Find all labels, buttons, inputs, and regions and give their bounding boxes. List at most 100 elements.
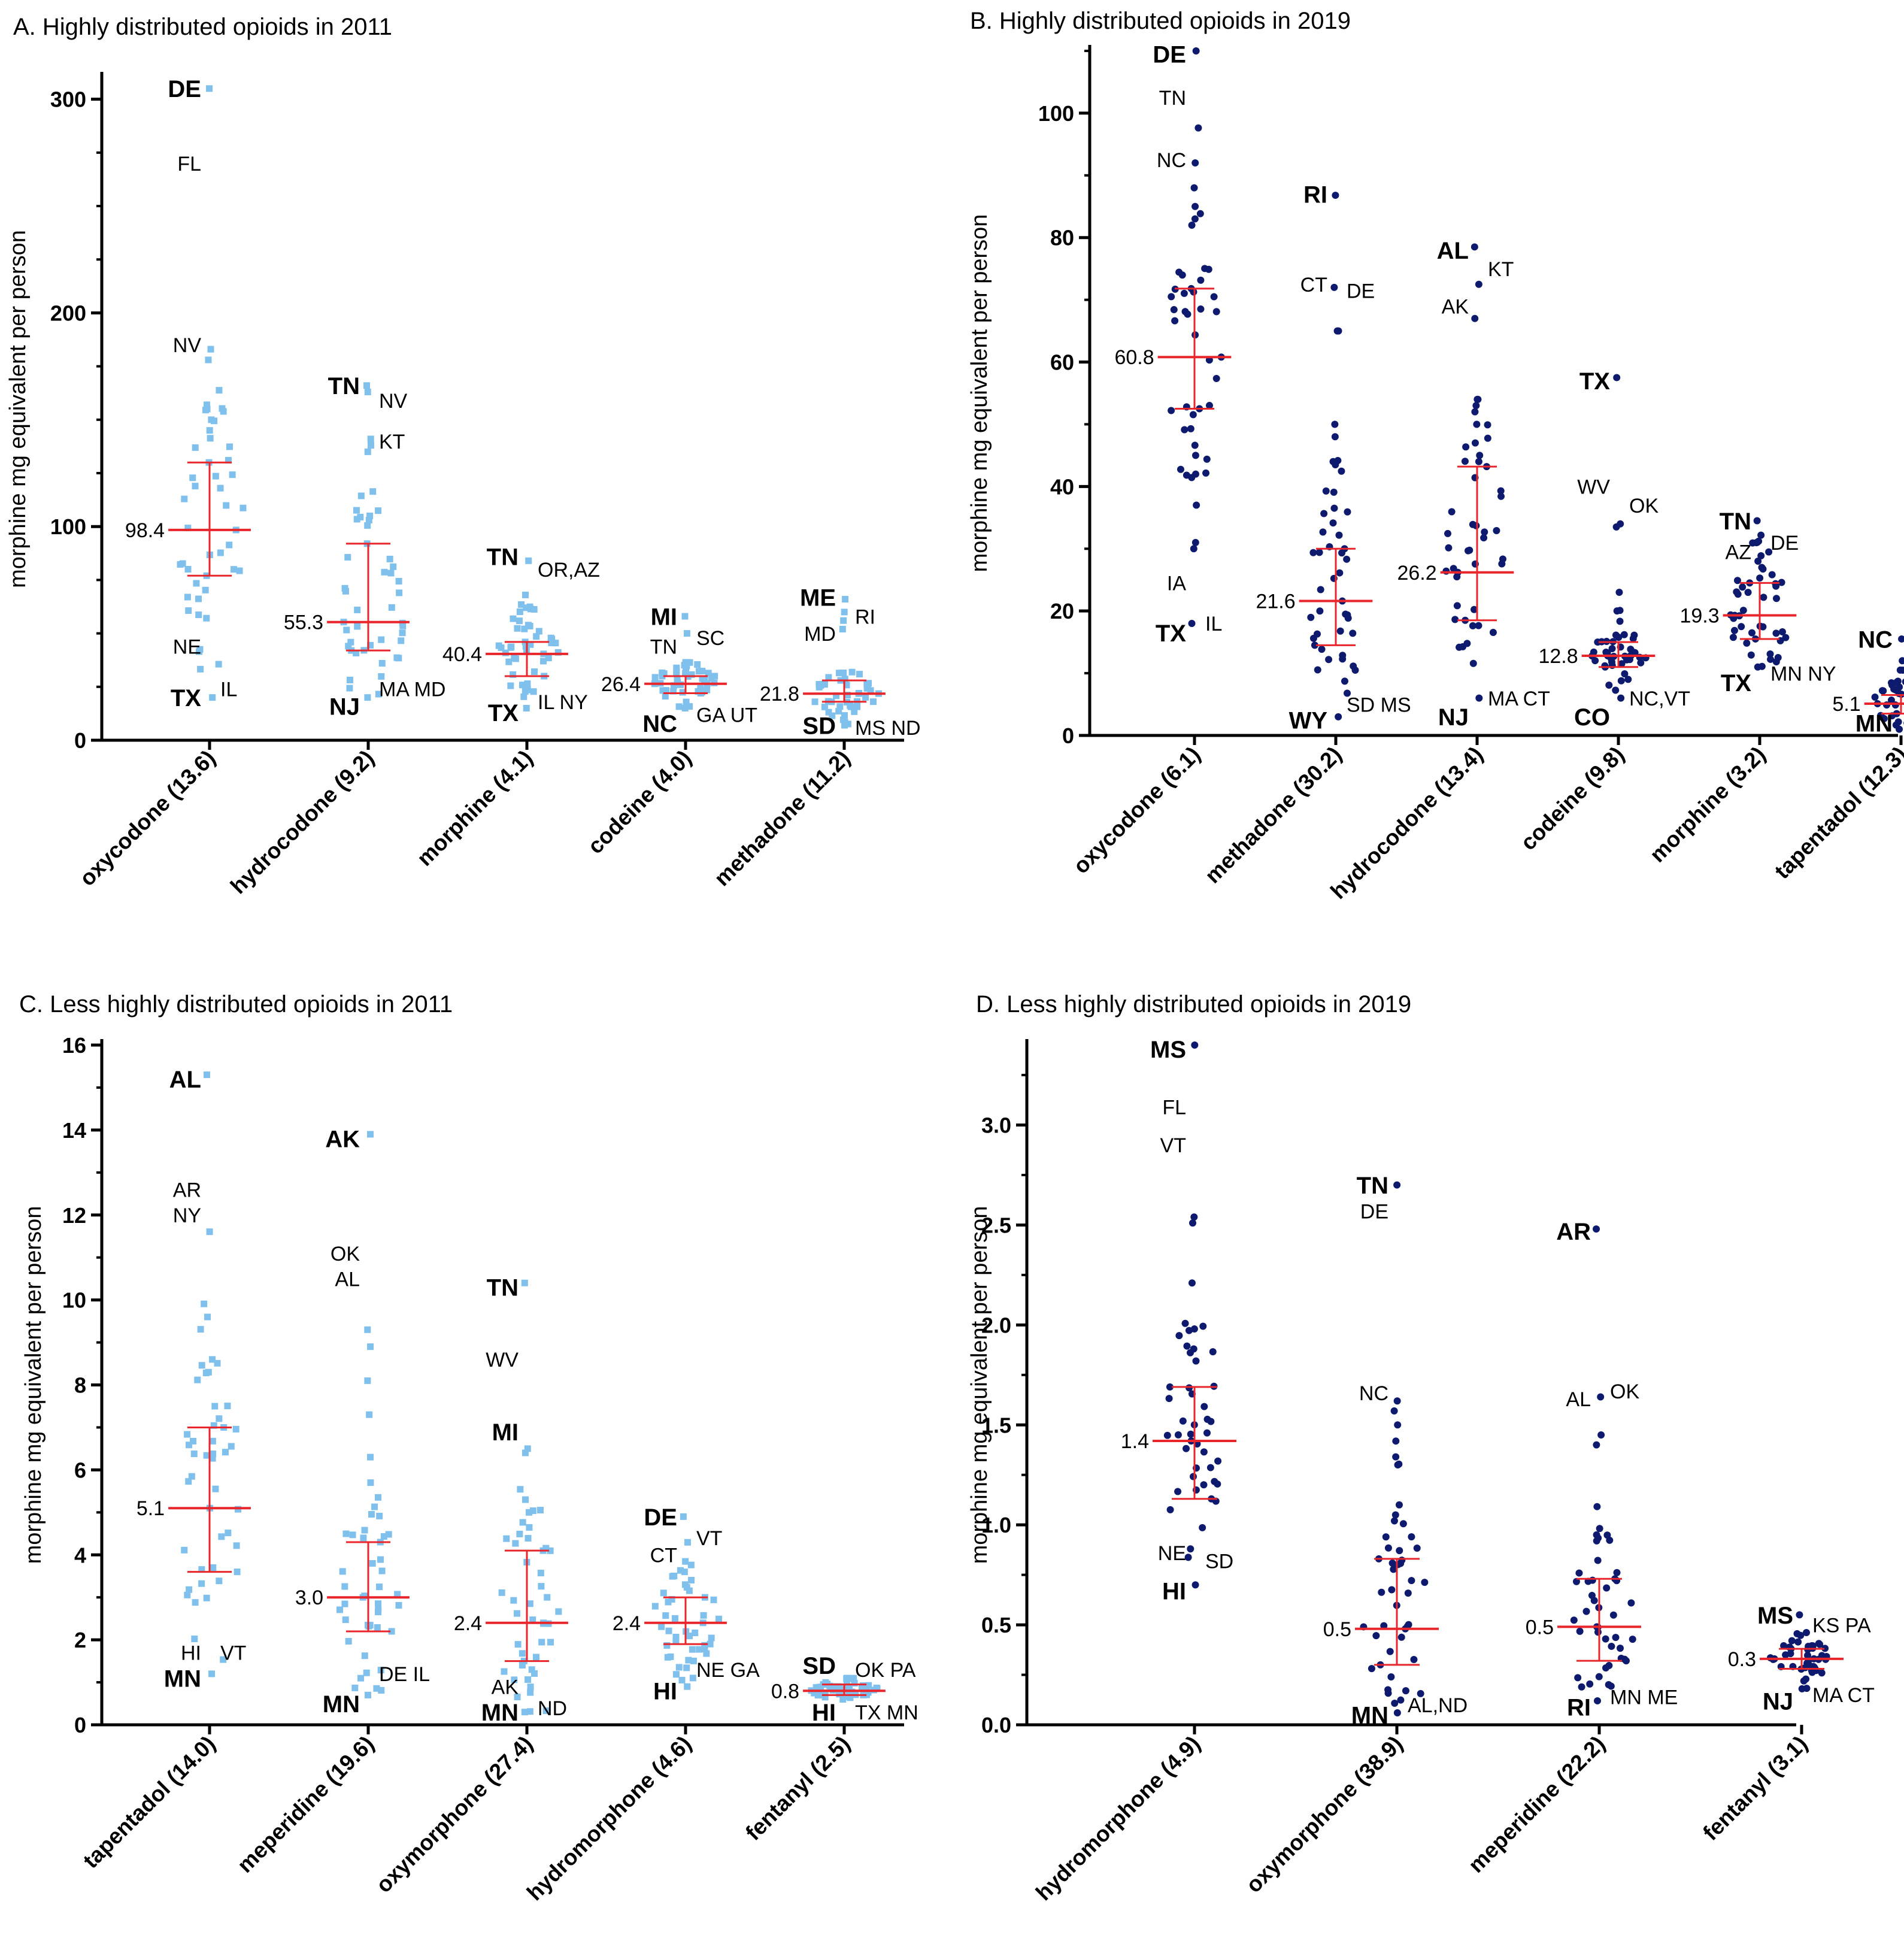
data-point: [390, 563, 397, 570]
data-point: [821, 1689, 829, 1697]
group-2: oxymorphone (27.4) 2.4 TN WV MI AK ND MN: [371, 1275, 568, 1898]
data-point: [378, 673, 385, 680]
data-point: [217, 485, 224, 492]
data-point: [527, 641, 534, 648]
data-point: [859, 1682, 866, 1689]
data-point: [181, 495, 188, 502]
data-point: [1748, 629, 1756, 637]
data-point: [665, 1627, 672, 1634]
data-point: [344, 553, 351, 561]
data-point: [205, 356, 212, 364]
data-point: [1442, 567, 1450, 575]
data-point: [545, 655, 552, 662]
x-category-label: morphine (3.2): [1645, 742, 1770, 867]
median-label: 40.4: [442, 643, 482, 666]
data-point: [1608, 1642, 1615, 1650]
data-point: [668, 1595, 675, 1603]
data-point: [1821, 1645, 1829, 1652]
data-point: [542, 1707, 550, 1715]
data-point: [1743, 639, 1751, 647]
y-axis-label: morphine mg equivalent per person: [967, 1206, 992, 1564]
data-point: [1181, 308, 1189, 316]
data-point: [345, 1637, 352, 1645]
state-annotation: WY: [1289, 707, 1328, 734]
data-point: [514, 1694, 521, 1701]
data-point: [1396, 1547, 1403, 1555]
data-point: [833, 692, 840, 700]
data-point: [375, 691, 382, 698]
data-point: [843, 1675, 850, 1682]
state-annotation: ND: [538, 1697, 567, 1720]
y-tick-label: 0: [74, 1713, 86, 1737]
y-tick-label: 1.0: [981, 1513, 1011, 1537]
data-point: [202, 586, 209, 593]
state-annotation: NE: [1158, 1542, 1186, 1565]
data-point: [1445, 544, 1453, 552]
data-point: [1772, 595, 1780, 602]
data-point: [684, 1539, 691, 1546]
data-point: [684, 1683, 691, 1690]
data-point: [524, 680, 531, 688]
y-axis-label: morphine mg equivalent per person: [21, 1206, 46, 1564]
x-category-label: oxymorphone (27.4): [371, 1731, 538, 1898]
data-point: [1413, 1544, 1421, 1552]
data-point: [190, 1437, 197, 1445]
data-point: [386, 555, 393, 562]
data-point: [850, 1674, 857, 1682]
data-point: [498, 644, 505, 652]
data-point: [674, 679, 681, 686]
data-point: [839, 625, 846, 632]
y-tick-label: 10: [62, 1288, 86, 1313]
data-point: [708, 674, 715, 682]
data-point: [532, 1654, 539, 1661]
data-point: [1335, 713, 1342, 720]
state-annotation: NC: [1359, 1382, 1388, 1405]
data-point: [536, 1507, 544, 1514]
y-tick-label: 4: [74, 1543, 86, 1567]
data-point: [1203, 455, 1211, 463]
data-point: [357, 1674, 365, 1682]
data-point: [1605, 1680, 1612, 1688]
state-annotation: NE: [173, 635, 201, 658]
data-point: [836, 1691, 843, 1698]
data-point: [519, 682, 526, 689]
data-point: [211, 1403, 219, 1410]
data-point: [1397, 1633, 1405, 1641]
data-point: [851, 708, 858, 715]
data-point: [1318, 646, 1326, 653]
data-point: [1189, 1473, 1197, 1480]
data-point: [378, 1686, 385, 1694]
data-point: [387, 570, 395, 577]
data-point: [225, 1530, 232, 1537]
data-point: [685, 1657, 692, 1664]
state-annotation: AL: [335, 1268, 360, 1291]
data-point: [1618, 660, 1626, 668]
data-point: [214, 1359, 221, 1367]
data-point: [1336, 569, 1344, 577]
data-point: [1609, 1611, 1617, 1619]
data-point: [1469, 622, 1476, 629]
state-annotation: GA UT: [696, 704, 757, 726]
data-point: [349, 1531, 356, 1539]
data-point: [1796, 1611, 1803, 1619]
data-point: [1311, 641, 1318, 649]
data-point: [395, 1601, 402, 1609]
data-point: [366, 1131, 374, 1138]
data-point: [514, 1610, 521, 1617]
data-point: [522, 1496, 529, 1503]
x-category-label: meperidine (22.2): [1463, 1731, 1609, 1878]
data-point: [1191, 1581, 1199, 1589]
data-point: [688, 1577, 695, 1584]
y-tick-label: 2: [74, 1628, 86, 1652]
data-point: [1484, 434, 1491, 442]
x-category-label: tapentadol (12.3): [1770, 742, 1904, 884]
data-point: [1329, 519, 1337, 527]
state-annotation: MS: [1757, 1603, 1793, 1629]
data-point: [682, 1558, 689, 1565]
state-annotation: AL,ND: [1408, 1694, 1468, 1717]
data-point: [510, 1597, 517, 1604]
data-point: [1191, 159, 1199, 167]
data-point: [208, 1670, 216, 1677]
data-point: [1612, 1634, 1620, 1642]
data-point: [1472, 402, 1480, 410]
